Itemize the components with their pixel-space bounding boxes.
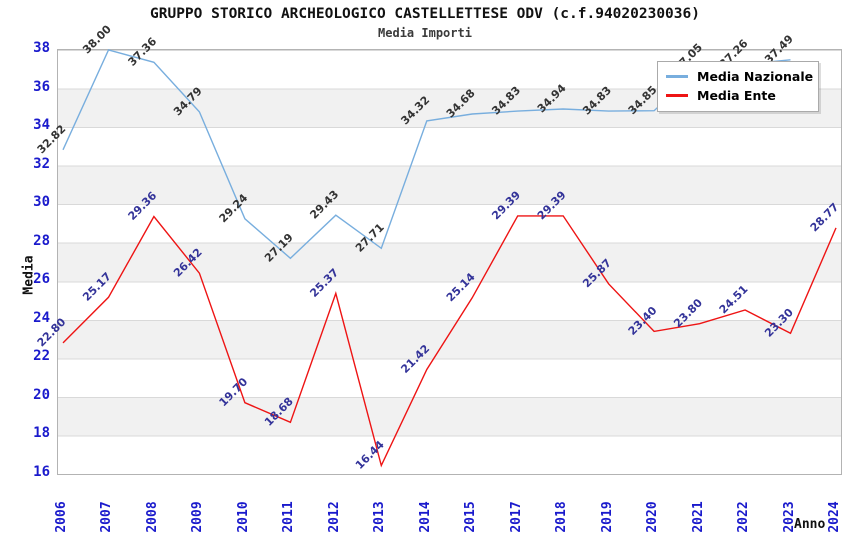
x-tick-label: 2009 bbox=[190, 501, 206, 533]
legend-label: Media Ente bbox=[697, 88, 776, 103]
x-tick-label: 2019 bbox=[599, 501, 615, 533]
x-tick-label: 2020 bbox=[645, 501, 661, 533]
series-line-media-ente bbox=[62, 215, 837, 468]
legend-item: Media Ente bbox=[666, 86, 810, 105]
legend-swatch-icon bbox=[666, 75, 688, 78]
x-tick-label: 2007 bbox=[99, 501, 115, 533]
y-tick-label: 32 bbox=[33, 155, 50, 172]
y-tick-label: 34 bbox=[33, 117, 50, 134]
data-label: 29.39 bbox=[489, 189, 523, 223]
x-tick-label: 2017 bbox=[508, 501, 524, 533]
legend-label: Media Nazionale bbox=[697, 69, 814, 84]
chart-title: GRUPPO STORICO ARCHEOLOGICO CASTELLETTES… bbox=[150, 6, 700, 22]
data-label: 21.42 bbox=[398, 342, 432, 376]
x-axis-label: Anno bbox=[794, 517, 826, 532]
x-tick-label: 2013 bbox=[372, 501, 388, 533]
data-label: 34.85 bbox=[626, 83, 660, 117]
data-label: 24.51 bbox=[717, 283, 751, 317]
y-tick-label: 28 bbox=[33, 232, 50, 249]
x-tick-label: 2006 bbox=[54, 501, 69, 533]
y-tick-label: 30 bbox=[33, 194, 50, 211]
x-tick-label: 2010 bbox=[235, 501, 251, 533]
x-tick-label: 2014 bbox=[417, 501, 433, 533]
y-tick-label: 38 bbox=[33, 40, 50, 56]
data-label: 19.70 bbox=[217, 375, 251, 409]
data-label: 29.43 bbox=[307, 188, 341, 222]
data-label: 27.19 bbox=[262, 231, 296, 265]
data-label: 25.14 bbox=[444, 270, 478, 304]
y-tick-label: 24 bbox=[33, 309, 50, 326]
x-tick-label: 2015 bbox=[463, 501, 479, 533]
x-tick-label: 2012 bbox=[326, 501, 342, 533]
data-label: 25.17 bbox=[80, 270, 114, 304]
x-tick-label: 2008 bbox=[144, 501, 160, 533]
x-tick-label: 2018 bbox=[554, 501, 570, 533]
plot-area: 32.82 38.00 37.36 34.79 29.24 27.19 29.43 27.71… bbox=[35, 22, 842, 475]
x-tick-label: 2011 bbox=[281, 501, 297, 533]
legend-swatch-icon bbox=[666, 94, 688, 97]
y-tick-label: 16 bbox=[33, 464, 50, 480]
y-tick-label: 36 bbox=[33, 78, 50, 95]
data-label: 16.44 bbox=[353, 438, 387, 472]
data-label: 23.40 bbox=[626, 304, 660, 338]
x-tick-label: 2022 bbox=[736, 501, 752, 533]
legend: Media Nazionale Media Ente bbox=[657, 61, 819, 112]
data-label: 34.32 bbox=[398, 94, 432, 128]
y-tick-label: 20 bbox=[33, 386, 50, 403]
data-label: 34.83 bbox=[580, 84, 614, 118]
data-label: 34.94 bbox=[535, 81, 569, 115]
y-tick-label: 26 bbox=[33, 271, 50, 288]
y-tick-label: 18 bbox=[33, 425, 50, 442]
data-label: 27.71 bbox=[353, 221, 387, 255]
x-tick-label: 2021 bbox=[690, 501, 706, 533]
legend-item: Media Nazionale bbox=[666, 67, 814, 86]
data-label: 28.77 bbox=[808, 201, 842, 235]
data-label: 23.30 bbox=[762, 306, 796, 340]
chart-subtitle: Media Importi bbox=[378, 26, 472, 40]
y-tick-label: 22 bbox=[33, 348, 50, 365]
